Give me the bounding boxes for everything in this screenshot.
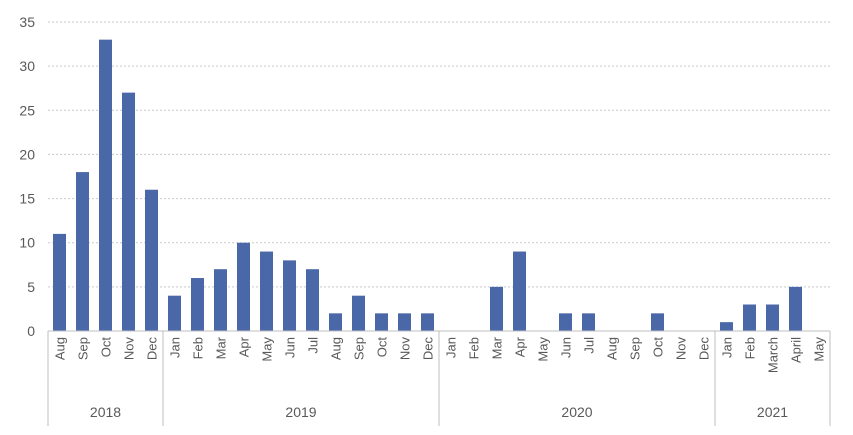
x-category-label: Aug: [605, 337, 620, 360]
y-tick-label: 25: [19, 102, 35, 118]
bar: [559, 313, 572, 331]
x-category-label: April: [789, 337, 804, 363]
x-category-label: May: [536, 337, 551, 362]
gridlines: [48, 21, 830, 288]
x-category-label: Oct: [651, 337, 666, 358]
bar: [490, 286, 503, 331]
x-category-label: May: [260, 337, 275, 362]
x-category-label: Nov: [122, 337, 137, 361]
y-tick-label: 35: [19, 14, 35, 30]
bar: [122, 92, 135, 331]
bar: [306, 269, 319, 331]
x-category-label: May: [812, 337, 827, 362]
bar: [53, 233, 66, 331]
y-tick-label: 5: [27, 279, 35, 295]
x-group-label: 2019: [285, 404, 316, 420]
x-category-label: Jun: [559, 337, 574, 358]
bar: [766, 304, 779, 331]
bar: [191, 278, 204, 331]
x-category-label: Jan: [720, 337, 735, 358]
x-category-label: Nov: [398, 337, 413, 361]
x-category-label: Dec: [145, 337, 160, 361]
x-category-label: Feb: [743, 337, 758, 359]
x-group-label: 2021: [757, 404, 788, 420]
x-axis-group-labels: 2018 2019 2020 2021: [90, 404, 788, 420]
bar: [352, 295, 365, 331]
x-category-label: Sep: [628, 337, 643, 360]
y-tick-label: 20: [19, 146, 35, 162]
x-category-label: Jul: [306, 337, 321, 354]
bar: [651, 313, 664, 331]
x-category-label: Dec: [421, 337, 436, 361]
x-category-label: Jun: [283, 337, 298, 358]
x-category-label: Oct: [99, 337, 114, 358]
bar: [237, 242, 250, 331]
x-category-label: Dec: [697, 337, 712, 361]
bar: [76, 172, 89, 331]
bar: [582, 313, 595, 331]
y-tick-label: 15: [19, 191, 35, 207]
y-tick-label: 30: [19, 58, 35, 74]
x-category-label: Jan: [168, 337, 183, 358]
x-group-label: 2018: [90, 404, 121, 420]
y-tick-label: 10: [19, 235, 35, 251]
x-category-label: Jan: [444, 337, 459, 358]
bars: [53, 39, 802, 332]
x-category-label: Feb: [191, 337, 206, 359]
x-group-label: 2020: [561, 404, 592, 420]
bar: [743, 304, 756, 331]
x-category-label: Apr: [237, 336, 252, 357]
x-category-label: Mar: [490, 336, 505, 359]
bar: [168, 295, 181, 331]
x-category-label: Nov: [674, 337, 689, 361]
y-tick-label: 0: [27, 323, 35, 339]
x-category-label: Jul: [582, 337, 597, 354]
x-category-label: Aug: [53, 337, 68, 360]
bar: [421, 313, 434, 331]
y-axis-tick-labels: 0 5 10 15 20 25 30 35: [19, 14, 35, 339]
x-category-label: Apr: [513, 336, 528, 357]
bar: [99, 39, 112, 332]
bar: [375, 313, 388, 331]
x-category-label: Aug: [329, 337, 344, 360]
x-category-label: Mar: [214, 336, 229, 359]
x-category-label: March: [766, 337, 781, 373]
bar: [789, 286, 802, 331]
x-category-label: Oct: [375, 337, 390, 358]
x-axis: [47, 330, 831, 426]
x-category-label: Sep: [76, 337, 91, 360]
bar: [283, 260, 296, 331]
x-category-label: Sep: [352, 337, 367, 360]
x-axis-category-labels: Aug Sep Oct Nov Dec Jan Feb Mar Apr May Jun Jul Aug S…: [53, 336, 827, 373]
bar: [513, 251, 526, 331]
bar: [145, 189, 158, 331]
bar: [329, 313, 342, 331]
bar: [398, 313, 411, 331]
x-category-label: Feb: [467, 337, 482, 359]
bar: [214, 269, 227, 331]
bar: [260, 251, 273, 331]
bar: [720, 322, 733, 331]
